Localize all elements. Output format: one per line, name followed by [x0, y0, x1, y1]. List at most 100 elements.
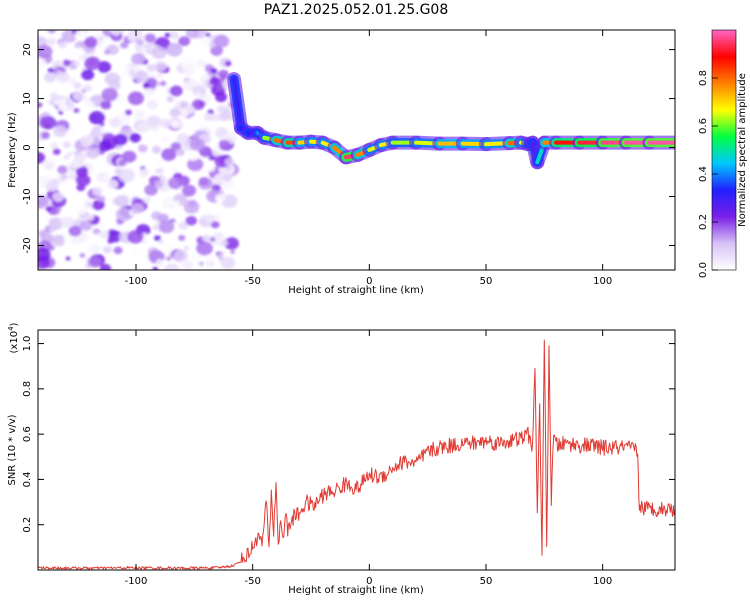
colorbar-tick-label: 0.2 [698, 214, 709, 230]
noise-blob [71, 158, 84, 169]
noise-blob [146, 115, 161, 128]
noise-blob [38, 102, 43, 108]
noise-blob [178, 221, 189, 230]
noise-blob [85, 100, 95, 109]
noise-blob [53, 125, 68, 138]
noise-blob [194, 81, 200, 87]
noise-blob [38, 247, 51, 262]
noise-blob [76, 206, 88, 216]
x-tick-label: 0 [366, 576, 372, 587]
noise-blob [138, 168, 150, 177]
noise-blob [113, 246, 123, 255]
noise-blob [221, 179, 234, 190]
noise-blob [215, 251, 221, 256]
noise-blob [124, 109, 133, 116]
noise-blob [187, 157, 204, 172]
chart-title: PAZ1.2025.052.01.25.G08 [264, 2, 449, 18]
noise-blob [152, 266, 159, 270]
noise-blob [79, 220, 93, 231]
colorbar: 0.0 0.2 0.4 0.6 0.8 Normalized spectral ampl… [698, 29, 748, 278]
noise-blob [164, 263, 180, 270]
noise-blob [120, 41, 129, 49]
snr-x-label: Height of straight line (km) [288, 585, 424, 596]
noise-blob [98, 220, 107, 228]
noise-blob [68, 77, 77, 85]
noise-blob [92, 186, 104, 196]
noise-blob [198, 177, 210, 186]
x-tick-label: -50 [244, 576, 260, 587]
noise-blob [74, 30, 89, 42]
noise-blob [114, 195, 130, 208]
noise-blob [84, 56, 101, 71]
x-tick-label: 100 [593, 576, 612, 587]
noise-blob [72, 90, 86, 102]
noise-blob [94, 233, 100, 238]
noise-blob [205, 254, 215, 263]
noise-blob [131, 202, 144, 214]
noise-blob [75, 166, 89, 178]
noise-blob [86, 146, 100, 159]
noise-blob [152, 225, 158, 230]
noise-blob [210, 45, 223, 56]
noise-blob [99, 127, 106, 133]
noise-blob [151, 46, 167, 60]
noise-blob [216, 197, 222, 202]
spectrogram-ridge [227, 71, 675, 170]
y-tick-label: 1.0 [22, 336, 33, 352]
noise-blob [172, 200, 180, 207]
noise-blob [68, 225, 82, 237]
ridge-segment [232, 76, 243, 130]
noise-blob [166, 256, 172, 261]
noise-blob [230, 249, 236, 255]
noise-blob [47, 30, 56, 34]
noise-blob [218, 139, 230, 149]
noise-blob [92, 228, 101, 235]
noise-blob [45, 205, 53, 212]
noise-blob [183, 245, 190, 251]
noise-blob [73, 60, 81, 67]
noise-blob [144, 184, 158, 196]
noise-blob [52, 192, 64, 202]
noise-blob [209, 76, 220, 86]
noise-blob [100, 100, 112, 110]
noise-blob [198, 218, 207, 226]
noise-blob [62, 141, 71, 149]
noise-blob [185, 261, 194, 268]
y-tick-label: 0.2 [22, 517, 33, 533]
noise-blob [156, 73, 163, 79]
noise-blob [171, 119, 183, 129]
noise-blob [88, 243, 101, 255]
noise-blob [58, 41, 67, 49]
noise-blob [38, 44, 53, 59]
noise-blob [44, 72, 57, 83]
noise-blob [142, 82, 150, 89]
noise-blob [131, 53, 146, 65]
noise-blob [200, 36, 211, 46]
noise-blob [155, 169, 161, 174]
noise-blob [196, 59, 206, 68]
noise-blob [159, 118, 171, 129]
noise-blob [38, 194, 49, 208]
noise-blob [205, 260, 215, 268]
noise-blob [201, 234, 211, 242]
noise-blob [107, 230, 123, 243]
noise-blob [88, 110, 105, 125]
noise-blob [207, 165, 216, 172]
noise-blob [51, 234, 66, 247]
spectrogram-y-label: Frequency (Hz) [7, 112, 18, 188]
noise-blob [168, 176, 184, 190]
noise-blob [144, 33, 156, 43]
noise-blob [189, 138, 205, 151]
noise-blob [86, 214, 95, 221]
noise-blob [198, 261, 204, 266]
noise-blob [181, 184, 197, 197]
noise-blob [160, 80, 167, 86]
noise-blob [154, 180, 164, 189]
noise-blob [99, 263, 112, 270]
noise-blob [98, 140, 112, 152]
noise-blob [127, 230, 144, 244]
x-tick-label: -100 [125, 276, 148, 287]
noise-blob [137, 144, 148, 153]
